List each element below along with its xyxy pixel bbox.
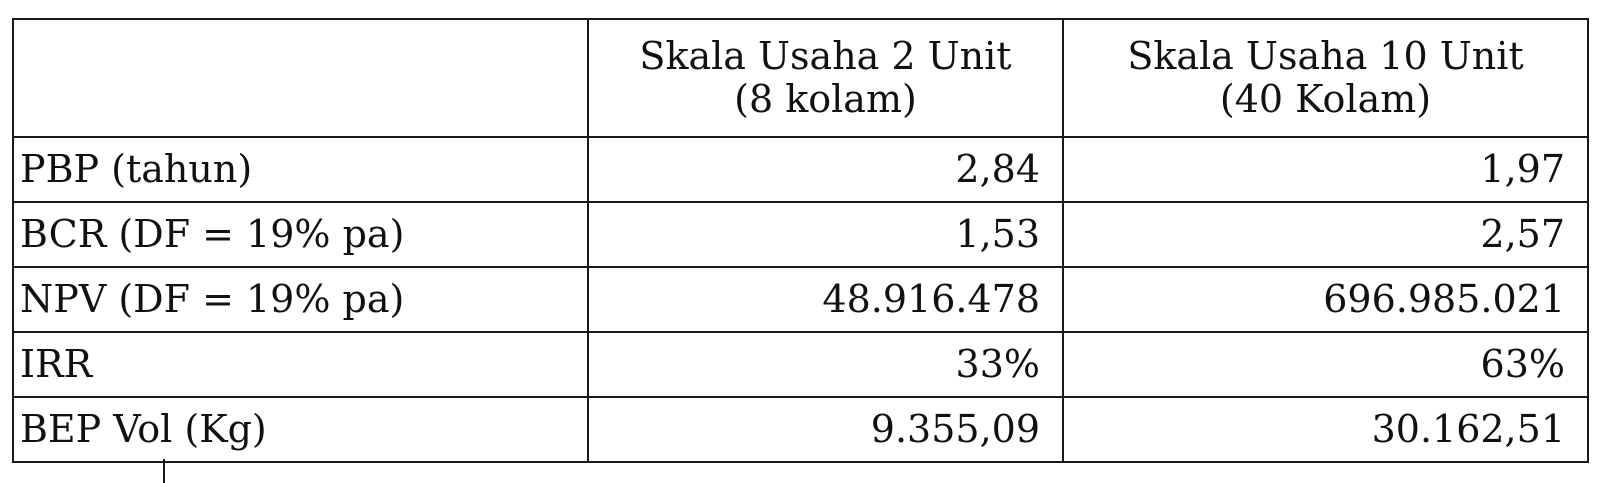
cell-scale-10-unit: 63%	[1062, 331, 1589, 398]
row-label: BEP Vol (Kg)	[12, 396, 589, 463]
financial-analysis-table: Skala Usaha 2 Unit (8 kolam) Skala Usaha…	[12, 18, 1589, 463]
header-scale-10-unit: Skala Usaha 10 Unit (40 Kolam)	[1062, 18, 1589, 138]
header-empty-cell	[12, 18, 589, 138]
cell-scale-10-unit: 2,57	[1062, 201, 1589, 268]
cell-scale-2-unit: 9.355,09	[587, 396, 1064, 463]
row-label: IRR	[12, 331, 589, 398]
row-label: PBP (tahun)	[12, 136, 589, 203]
table-header: Skala Usaha 2 Unit (8 kolam) Skala Usaha…	[12, 18, 1589, 138]
row-label: BCR (DF = 19% pa)	[12, 201, 589, 268]
text-cursor-line	[163, 459, 165, 483]
cell-scale-2-unit: 48.916.478	[587, 266, 1064, 333]
header-scale-2-unit: Skala Usaha 2 Unit (8 kolam)	[587, 18, 1064, 138]
cell-scale-10-unit: 30.162,51	[1062, 396, 1589, 463]
table-body: PBP (tahun) 2,84 1,97 BCR (DF = 19% pa) …	[12, 136, 1589, 463]
header-scale-2-unit-title: Skala Usaha 2 Unit	[639, 34, 1012, 79]
header-row: Skala Usaha 2 Unit (8 kolam) Skala Usaha…	[12, 18, 1589, 138]
header-scale-2-unit-subtitle: (8 kolam)	[734, 77, 917, 121]
table-row: BEP Vol (Kg) 9.355,09 30.162,51	[12, 396, 1589, 463]
table-row: NPV (DF = 19% pa) 48.916.478 696.985.021	[12, 266, 1589, 333]
table-row: IRR 33% 63%	[12, 331, 1589, 398]
cell-scale-10-unit: 696.985.021	[1062, 266, 1589, 333]
table-row: PBP (tahun) 2,84 1,97	[12, 136, 1589, 203]
header-scale-10-unit-subtitle: (40 Kolam)	[1219, 77, 1432, 121]
cell-scale-2-unit: 33%	[587, 331, 1064, 398]
cell-scale-2-unit: 1,53	[587, 201, 1064, 268]
cell-scale-10-unit: 1,97	[1062, 136, 1589, 203]
row-label: NPV (DF = 19% pa)	[12, 266, 589, 333]
header-scale-10-unit-title: Skala Usaha 10 Unit	[1127, 34, 1524, 79]
cell-scale-2-unit: 2,84	[587, 136, 1064, 203]
table-row: BCR (DF = 19% pa) 1,53 2,57	[12, 201, 1589, 268]
